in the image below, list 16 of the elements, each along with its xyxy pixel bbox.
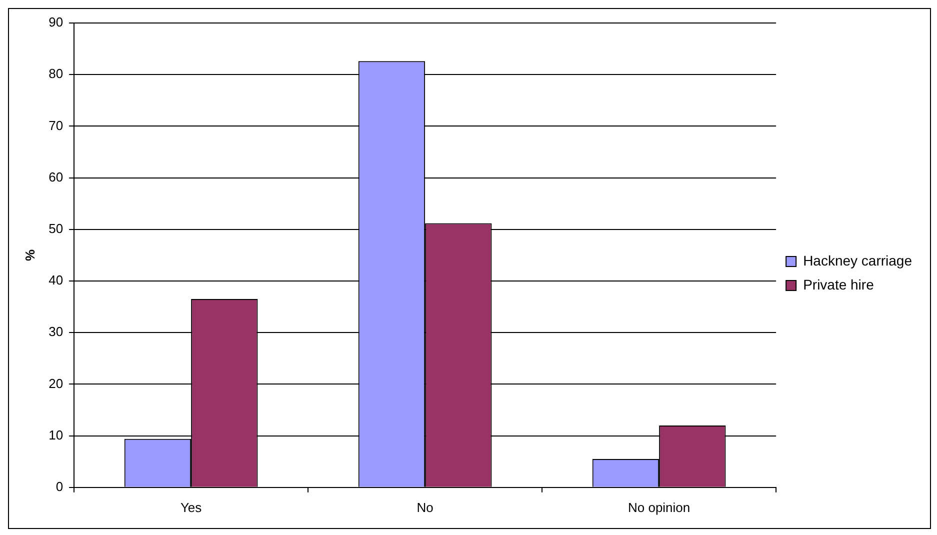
y-tick-label: 80 [48,66,64,82]
x-tick-label: No [416,500,434,515]
y-tick-label: 50 [48,220,64,236]
x-tick-label: Yes [180,500,202,515]
y-tick-label: 20 [48,376,64,391]
legend-label: Private hire [803,276,874,292]
y-tick-label: 30 [48,324,64,340]
y-tick-label: 10 [48,427,64,442]
y-axis-title: % [22,248,38,261]
y-tick-label: 70 [48,118,64,133]
y-tick-label: 0 [56,478,64,494]
legend-label: Hackney carriage [803,252,912,268]
x-tick-label: No opinion [628,500,690,515]
y-tick-label: 90 [48,14,64,30]
y-tick-label: 40 [48,272,64,288]
y-tick-label: 60 [48,169,64,184]
